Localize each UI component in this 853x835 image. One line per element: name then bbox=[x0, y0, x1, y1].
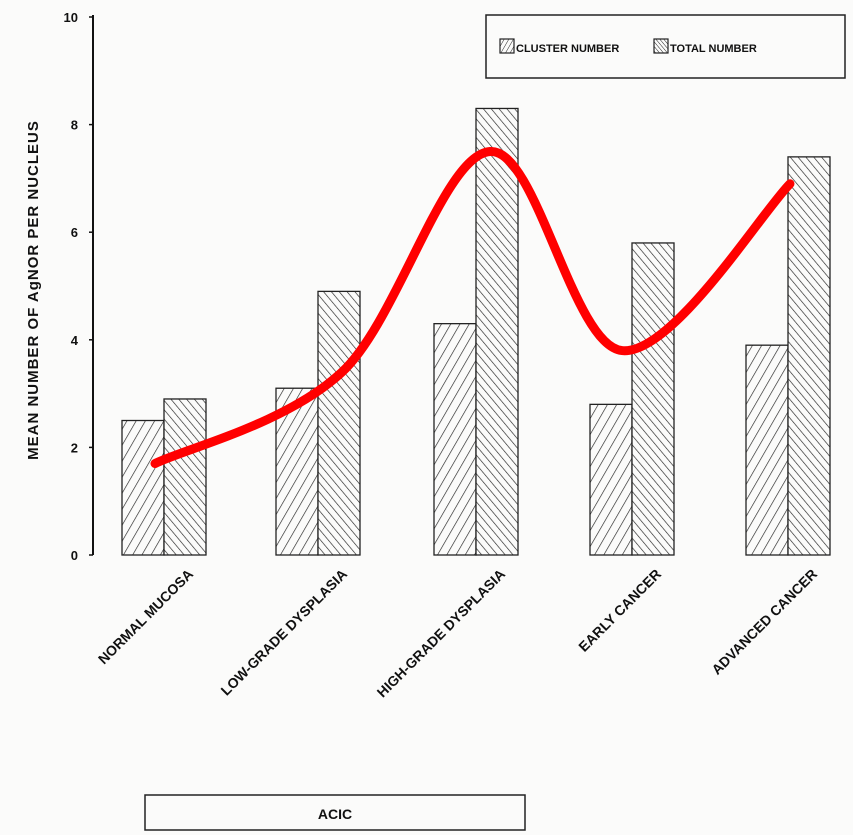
x-tick-label: LOW-GRADE DYSPLASIA bbox=[217, 566, 350, 699]
x-tick-label: EARLY CANCER bbox=[575, 566, 664, 655]
group-label: ACIC bbox=[144, 794, 526, 831]
y-tick-label: 8 bbox=[71, 118, 78, 133]
bar-total-number bbox=[787, 156, 831, 556]
y-tick-label: 2 bbox=[71, 440, 78, 455]
bar-cluster-number bbox=[433, 323, 477, 556]
group-label-box bbox=[144, 794, 526, 831]
y-axis-title: MEAN NUMBER OF AgNOR PER NUCLEUS bbox=[25, 120, 42, 460]
x-tick-label: HIGH-GRADE DYSPLASIA bbox=[374, 566, 509, 701]
legend-label-cluster: CLUSTER NUMBER bbox=[516, 43, 619, 55]
legend: CLUSTER NUMBER TOTAL NUMBER bbox=[485, 14, 846, 79]
bar-total-number bbox=[475, 107, 519, 556]
legend-swatch-cluster bbox=[499, 38, 515, 54]
legend-swatch-total bbox=[653, 38, 669, 54]
bars bbox=[121, 107, 831, 556]
group-label-text: ACIC bbox=[318, 806, 352, 822]
bar-total-number bbox=[631, 242, 675, 556]
bar-cluster-number bbox=[275, 387, 319, 556]
bar-cluster-number bbox=[121, 419, 165, 556]
x-axis-labels: NORMAL MUCOSA LOW-GRADE DYSPLASIA HIGH-GRA… bbox=[95, 566, 820, 701]
y-axis-ticks: 0 2 4 6 8 10 bbox=[64, 10, 93, 563]
legend-label-total: TOTAL NUMBER bbox=[670, 43, 757, 55]
y-tick-label: 0 bbox=[71, 548, 78, 563]
y-tick-label: 4 bbox=[71, 333, 79, 348]
bar-cluster-number bbox=[745, 344, 789, 556]
x-tick-label: ADVANCED CANCER bbox=[708, 566, 820, 678]
y-tick-label: 6 bbox=[71, 225, 78, 240]
bar-total-number bbox=[317, 290, 361, 556]
trend-line bbox=[150, 147, 795, 469]
y-tick-label: 10 bbox=[64, 10, 78, 25]
bar-total-number bbox=[163, 398, 207, 556]
x-tick-label: NORMAL MUCOSA bbox=[95, 566, 196, 667]
bar-cluster-number bbox=[589, 403, 633, 556]
